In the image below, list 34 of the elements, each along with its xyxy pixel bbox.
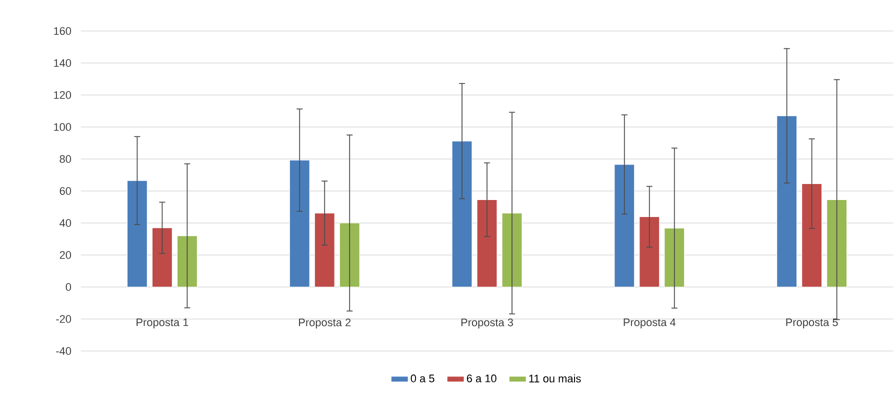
- legend-label: 11 ou mais: [529, 374, 581, 382]
- y-tick-label: 140: [54, 59, 72, 67]
- bar: [176, 236, 198, 288]
- legend-label: 0 a 5: [410, 374, 434, 382]
- y-tick-label: 0: [66, 283, 72, 291]
- y-tick-label: 160: [54, 27, 72, 35]
- y-tick-label: -40: [56, 347, 72, 355]
- y-tick-label: 60: [60, 187, 72, 195]
- bar: [289, 160, 310, 288]
- bar: [802, 183, 822, 288]
- bar: [452, 140, 472, 288]
- bar: [614, 164, 635, 288]
- x-tick-label: Proposta 5: [786, 318, 838, 328]
- bar: [339, 222, 360, 288]
- y-tick-label: 100: [54, 123, 72, 131]
- bar: [314, 212, 335, 288]
- x-tick-label: Proposta 3: [461, 318, 514, 328]
- x-tick-label: Proposta 2: [299, 318, 351, 328]
- y-tick-label: 120: [54, 91, 72, 99]
- bar: [639, 216, 660, 288]
- bar: [476, 199, 498, 288]
- bar: [126, 180, 148, 288]
- bar: [826, 199, 848, 288]
- bar: [502, 212, 522, 288]
- y-tick-label: -20: [56, 315, 72, 323]
- y-tick-label: 40: [60, 219, 72, 227]
- x-tick-label: Proposta 1: [136, 318, 188, 328]
- x-tick-label: Proposta 4: [624, 318, 676, 328]
- y-tick-label: 80: [60, 155, 72, 163]
- legend-label: 6 a 10: [466, 374, 496, 382]
- bar: [152, 228, 173, 288]
- bar: [664, 228, 685, 288]
- bar: [776, 116, 798, 288]
- y-tick-label: 20: [60, 251, 72, 259]
